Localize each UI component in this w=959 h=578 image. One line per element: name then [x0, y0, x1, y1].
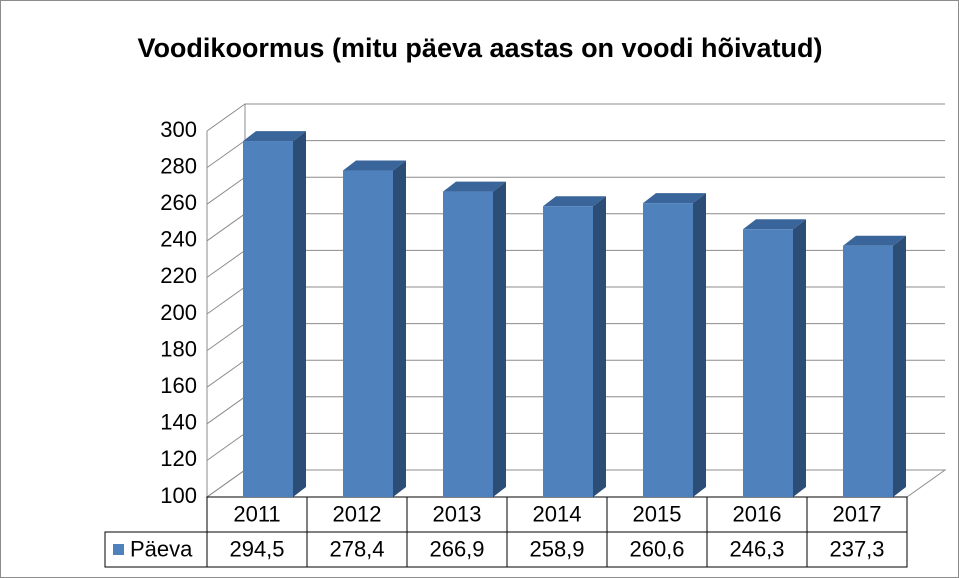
y-tick-label: 140: [160, 410, 197, 435]
y-tick-label: 160: [160, 373, 197, 398]
bar-side: [293, 131, 306, 497]
bar-top: [543, 196, 606, 207]
bar: [543, 196, 606, 497]
data-label: 294,5: [229, 536, 284, 561]
bar-side: [693, 193, 706, 498]
bar-top: [443, 181, 506, 192]
x-tick-label: 2016: [733, 501, 782, 526]
bar: [443, 181, 506, 497]
y-tick-label: 120: [160, 446, 197, 471]
bar-front: [743, 229, 793, 497]
bar: [743, 219, 806, 497]
bar-front: [543, 206, 593, 497]
table-border: [104, 531, 908, 568]
data-label: 266,9: [429, 536, 484, 561]
bar-top: [343, 160, 406, 171]
data-label: 237,3: [829, 536, 884, 561]
bar-front: [243, 141, 293, 497]
legend-label: Päeva: [130, 536, 193, 561]
data-label: 246,3: [729, 536, 784, 561]
bar-side: [493, 181, 506, 497]
x-tick-label: 2013: [433, 501, 482, 526]
y-tick-label: 260: [160, 190, 197, 215]
bar-top: [643, 193, 706, 204]
y-tick-label: 300: [160, 117, 197, 142]
bar-front: [643, 203, 693, 498]
legend-swatch: [113, 544, 124, 555]
bar: [243, 131, 306, 497]
y-tick-label: 200: [160, 300, 197, 325]
grid-segment: [206, 103, 945, 132]
chart-title: Voodikoormus (mitu päeva aastas on voodi…: [137, 33, 822, 63]
bar-side: [893, 235, 906, 497]
bar-side: [793, 219, 806, 497]
y-tick-label: 100: [160, 483, 197, 508]
grid-line: [206, 103, 945, 132]
data-label: 278,4: [329, 536, 384, 561]
y-tick-label: 240: [160, 227, 197, 252]
y-tick-label: 220: [160, 263, 197, 288]
bar-top: [243, 131, 306, 142]
bar: [643, 193, 706, 498]
bar-top: [843, 235, 906, 246]
bar: [343, 160, 406, 497]
data-label: 260,6: [629, 536, 684, 561]
bar-side: [593, 196, 606, 497]
bar-front: [843, 245, 893, 497]
x-tick-label: 2017: [833, 501, 882, 526]
x-tick-label: 2012: [333, 501, 382, 526]
x-tick-label: 2014: [533, 501, 582, 526]
data-label: 258,9: [529, 536, 584, 561]
bar-front: [343, 170, 393, 497]
x-tick-label: 2011: [233, 501, 280, 526]
bar-top: [743, 219, 806, 230]
bar-front: [443, 191, 493, 497]
bar: [843, 235, 906, 497]
y-tick-label: 180: [160, 336, 197, 361]
x-tick-label: 2015: [633, 501, 682, 526]
bar-side: [393, 160, 406, 497]
y-tick-label: 280: [160, 153, 197, 178]
